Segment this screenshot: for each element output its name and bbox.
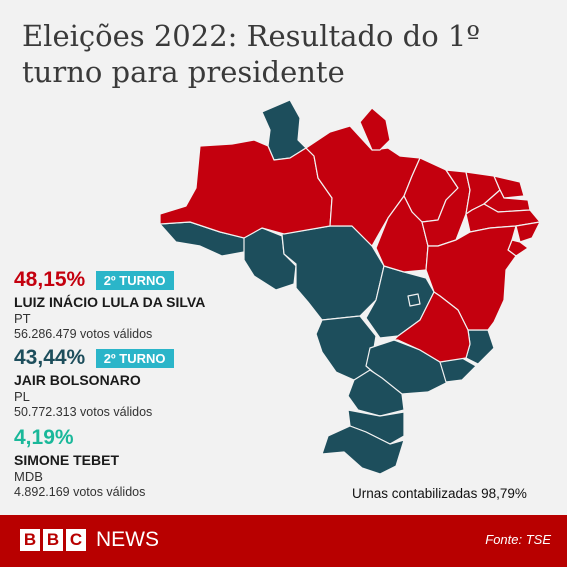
bbc-logo[interactable]: B B C bbox=[20, 529, 89, 551]
chart-title: Eleições 2022: Resultado do 1º turno par… bbox=[22, 19, 480, 89]
candidate-votes: 50.772.313 votos válidos bbox=[14, 405, 153, 419]
urnas-counted: Urnas contabilizadas 98,79% bbox=[352, 486, 527, 501]
candidate-lula: 48,15% 2º TURNO LUIZ INÁCIO LULA DA SILV… bbox=[14, 268, 205, 341]
bbc-logo-block: B bbox=[20, 529, 40, 551]
state-ap bbox=[359, 107, 391, 151]
candidate-party: PT bbox=[14, 311, 31, 326]
candidate-name: LUIZ INÁCIO LULA DA SILVA bbox=[14, 294, 206, 310]
state-es bbox=[465, 329, 495, 365]
news-wordmark: NEWS bbox=[96, 528, 159, 551]
candidate-name: JAIR BOLSONARO bbox=[14, 372, 141, 388]
second-round-badge: 2º TURNO bbox=[95, 270, 174, 290]
candidate-votes: 56.286.479 votos válidos bbox=[14, 327, 153, 341]
state-rs bbox=[321, 425, 405, 475]
footer-bar: B B C NEWS Fonte: TSE bbox=[0, 515, 567, 567]
candidate-name: SIMONE TEBET bbox=[14, 452, 120, 468]
state-al bbox=[515, 221, 541, 243]
candidate-party: MDB bbox=[14, 469, 43, 484]
bbc-logo-block: C bbox=[66, 529, 86, 551]
candidate-percentage: 48,15% bbox=[14, 268, 86, 291]
candidate-percentage: 4,19% bbox=[14, 426, 74, 449]
candidate-votes: 4.892.169 votos válidos bbox=[14, 485, 146, 499]
candidate-party: PL bbox=[14, 389, 30, 404]
state-mg bbox=[393, 291, 471, 363]
bbc-logo-block: B bbox=[43, 529, 63, 551]
candidate-tebet: 4,19% SIMONE TEBET MDB 4.892.169 votos v… bbox=[14, 426, 145, 499]
state-ro bbox=[243, 227, 297, 291]
state-pr bbox=[347, 369, 405, 417]
second-round-badge: 2º TURNO bbox=[95, 348, 174, 368]
candidate-percentage: 43,44% bbox=[14, 346, 86, 369]
state-ms bbox=[315, 315, 377, 381]
state-df bbox=[407, 293, 421, 307]
candidate-bolsonaro: 43,44% 2º TURNO JAIR BOLSONARO PL 50.772… bbox=[14, 346, 174, 419]
source-credit: Fonte: TSE bbox=[485, 532, 551, 547]
